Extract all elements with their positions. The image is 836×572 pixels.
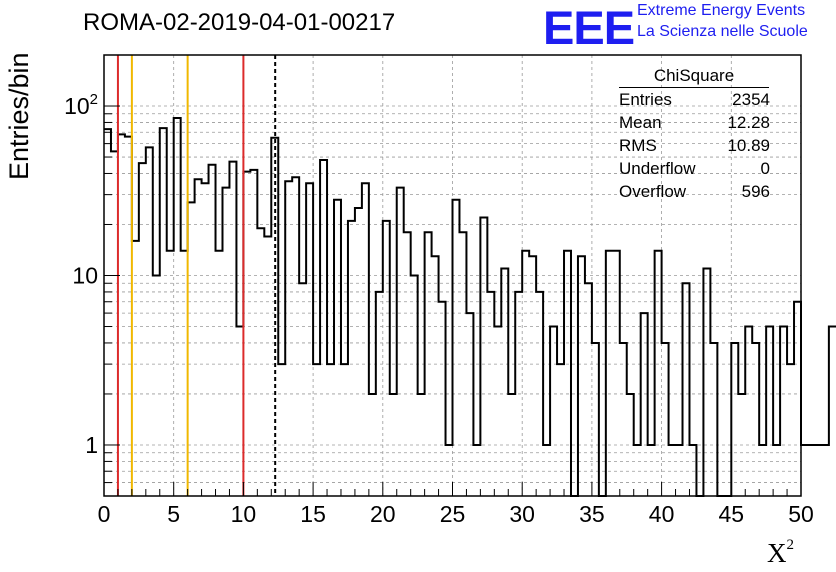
x-tick-label: 50 xyxy=(788,501,814,527)
stats-value: 596 xyxy=(741,182,770,201)
stats-value: 0 xyxy=(760,159,770,178)
stats-label: RMS xyxy=(619,136,657,155)
x-tick-label: 15 xyxy=(300,501,326,527)
x-tick-label: 30 xyxy=(509,501,535,527)
x-axis-label: X2 xyxy=(767,537,794,569)
stats-title: ChiSquare xyxy=(619,66,769,88)
stats-box: ChiSquare Entries 2354 Mean 12.28 RMS 10.89… xyxy=(614,66,778,203)
x-tick-label: 20 xyxy=(370,501,396,527)
x-tick-label: 10 xyxy=(231,501,257,527)
stats-row-underflow: Underflow 0 xyxy=(614,157,778,180)
stats-row-rms: RMS 10.89 xyxy=(614,134,778,157)
histogram xyxy=(104,116,836,497)
stats-label: Mean xyxy=(619,113,662,132)
y-tick-label: 1 xyxy=(85,432,98,458)
x-tick-label: 35 xyxy=(579,501,605,527)
tick-labels: 0 5 10 15 20 25 30 35 40 45 50 1 10 102 xyxy=(64,91,814,527)
logo-line-1: Extreme Energy Events xyxy=(637,2,806,19)
chart-title: ROMA-02-2019-04-01-00217 xyxy=(83,9,396,36)
y-tick-label: 10 xyxy=(72,263,98,289)
x-axis-label-main: X xyxy=(767,538,787,568)
x-tick-label: 40 xyxy=(649,501,675,527)
x-tick-label: 0 xyxy=(98,501,111,527)
stats-label: Underflow xyxy=(619,159,696,178)
stats-row-overflow: Overflow 596 xyxy=(614,180,778,203)
y-tick-label: 102 xyxy=(64,91,98,119)
stats-value: 10.89 xyxy=(727,136,770,155)
x-axis-label-sup: 2 xyxy=(786,537,795,553)
stats-value: 2354 xyxy=(732,90,770,109)
x-tick-label: 25 xyxy=(440,501,466,527)
stats-label: Entries xyxy=(619,90,672,109)
stats-row-entries: Entries 2354 xyxy=(614,88,778,111)
histogram-line xyxy=(104,116,836,497)
eee-logo: EEE xyxy=(543,1,635,54)
stats-label: Overflow xyxy=(619,182,687,201)
x-tick-label: 45 xyxy=(719,501,745,527)
stats-row-mean: Mean 12.28 xyxy=(614,111,778,134)
logo-line-2: La Scienza nelle Scuole xyxy=(637,23,808,40)
y-axis-label: Entries/bin xyxy=(4,52,34,180)
x-tick-label: 5 xyxy=(167,501,180,527)
marker-lines xyxy=(116,55,277,496)
axis-ticks xyxy=(103,54,802,497)
stats-value: 12.28 xyxy=(727,113,770,132)
